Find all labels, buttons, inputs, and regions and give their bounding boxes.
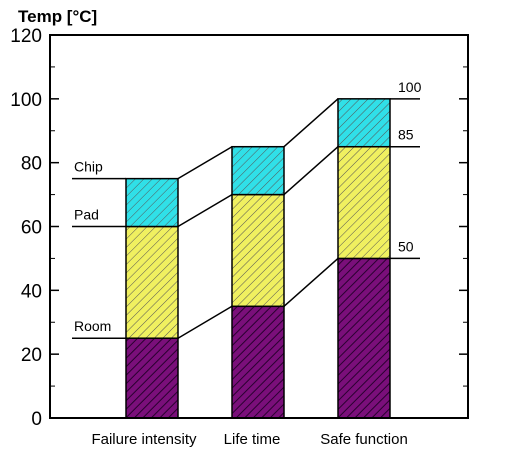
- y-tick-label: 80: [21, 154, 42, 175]
- bar-hatch: [337, 98, 391, 148]
- connector-line: [283, 98, 339, 148]
- bar-hatch: [125, 225, 179, 339]
- y-tick-label: 20: [21, 345, 42, 366]
- connector-line: [177, 193, 233, 228]
- y-tick-label: 100: [10, 90, 42, 111]
- x-category-label: Life time: [224, 431, 281, 448]
- bar-hatch: [125, 337, 179, 419]
- connector-line: [283, 257, 339, 307]
- annotation-label-chip: Chip: [74, 159, 103, 175]
- connector-line: [177, 146, 233, 180]
- plot-frame: [49, 34, 469, 419]
- y-tick-label: 0: [31, 409, 42, 430]
- bar-hatch: [337, 257, 391, 419]
- y-tick-label: 40: [21, 281, 42, 302]
- y-tick-label: 60: [21, 218, 42, 239]
- x-category-label: Failure intensity: [91, 431, 197, 448]
- annotation-value-label: 100: [398, 79, 422, 95]
- annotation-value-label: 85: [398, 127, 414, 143]
- y-tick-label: 120: [10, 26, 42, 47]
- bar-hatch: [337, 145, 391, 260]
- chart-title: Temp [°C]: [18, 7, 97, 26]
- annotation-label-room: Room: [74, 318, 111, 334]
- bar-hatch: [231, 145, 285, 196]
- connector-line: [177, 305, 233, 339]
- bar-hatch: [231, 193, 285, 308]
- bar-hatch: [125, 177, 179, 228]
- x-category-label: Safe function: [320, 431, 408, 448]
- connector-line: [283, 146, 339, 196]
- bar-hatch: [231, 305, 285, 419]
- annotation-label-pad: Pad: [74, 207, 99, 223]
- annotation-value-label: 50: [398, 238, 414, 254]
